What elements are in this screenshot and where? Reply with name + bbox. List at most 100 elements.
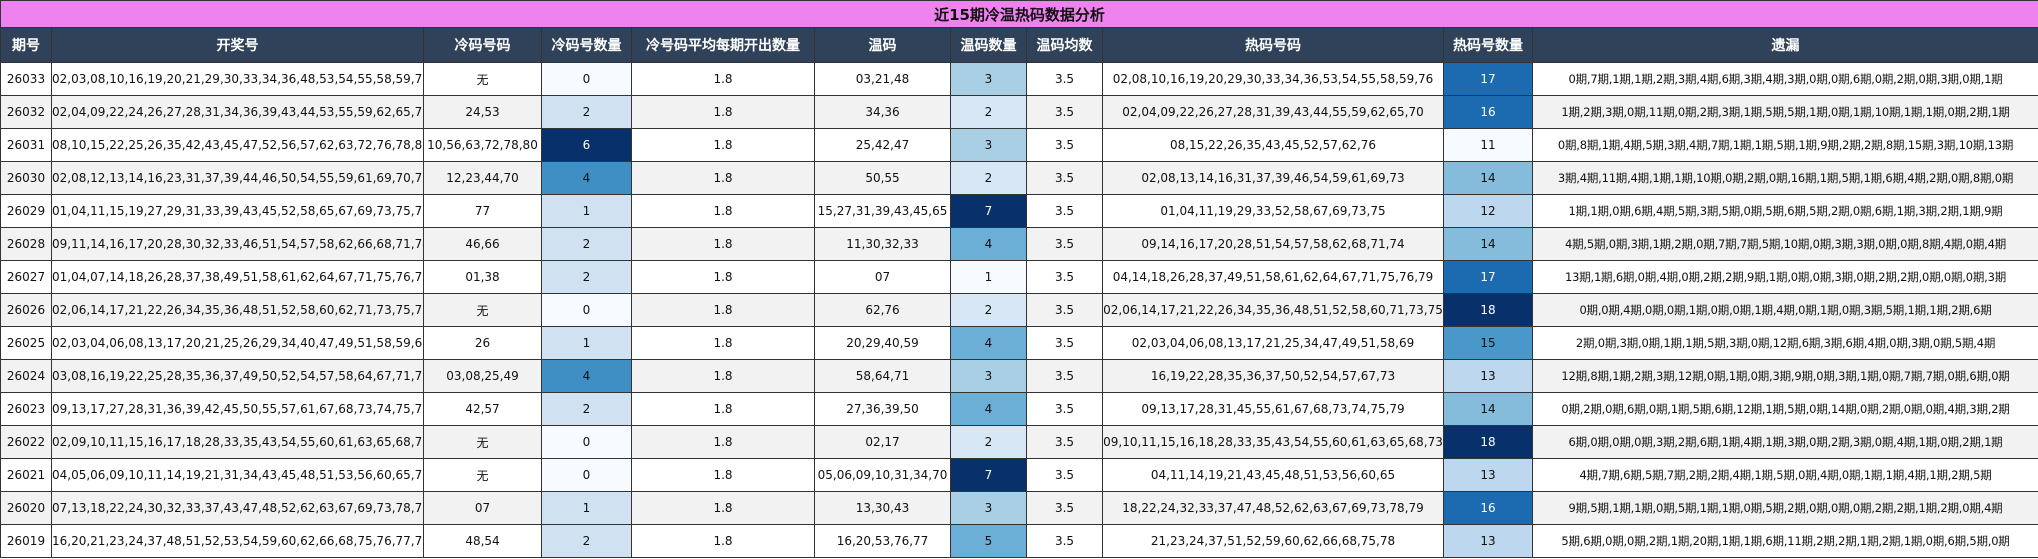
hot-count-cell: 13 bbox=[1443, 458, 1533, 492]
draw-cell: 01,04,11,15,19,27,29,31,33,39,43,45,52,5… bbox=[51, 194, 424, 228]
missing-cell: 0期,7期,1期,1期,2期,3期,4期,6期,3期,4期,3期,0期,0期,6… bbox=[1531, 62, 2038, 96]
cold-cell: 24,53 bbox=[423, 95, 542, 129]
missing-cell: 2期,0期,3期,0期,1期,1期,5期,3期,0期,12期,6期,3期,6期,… bbox=[1531, 326, 2038, 360]
header-hot-numbers: 热码号码 bbox=[1102, 27, 1444, 63]
cold-avg-cell: 1.8 bbox=[631, 194, 815, 228]
warm-avg-cell: 3.5 bbox=[1026, 293, 1103, 327]
warm-cell: 02,17 bbox=[814, 425, 951, 459]
hot-cell: 02,08,13,14,16,31,37,39,46,54,59,61,69,7… bbox=[1102, 161, 1444, 195]
table-row: 26019 16,20,21,23,24,37,48,51,52,53,54,59… bbox=[0, 524, 2038, 558]
issue-cell: 26028 bbox=[0, 227, 52, 261]
cold-avg-cell: 1.8 bbox=[631, 458, 815, 492]
missing-cell: 4期,5期,0期,3期,1期,2期,0期,7期,7期,5期,10期,0期,3期,… bbox=[1531, 227, 2038, 261]
warm-avg-cell: 3.5 bbox=[1026, 260, 1103, 294]
warm-cell: 50,55 bbox=[814, 161, 951, 195]
cold-count-cell: 2 bbox=[541, 524, 632, 558]
warm-count-cell: 3 bbox=[950, 62, 1027, 96]
draw-cell: 08,10,15,22,25,26,35,42,43,45,47,52,56,5… bbox=[51, 128, 424, 162]
table-row: 26031 08,10,15,22,25,26,35,42,43,45,47,52… bbox=[0, 128, 2038, 162]
issue-cell: 26031 bbox=[0, 128, 52, 162]
missing-cell: 1期,2期,3期,0期,11期,0期,2期,3期,1期,5期,5期,1期,0期,… bbox=[1531, 95, 2038, 129]
hot-count-cell: 15 bbox=[1443, 326, 1533, 360]
warm-count-cell: 4 bbox=[950, 227, 1027, 261]
cold-avg-cell: 1.8 bbox=[631, 491, 815, 525]
header-hot-count: 热码号数量 bbox=[1443, 27, 1533, 63]
cold-cell: 无 bbox=[423, 425, 542, 459]
cold-count-cell: 1 bbox=[541, 194, 632, 228]
hot-cell: 09,10,11,15,16,18,28,33,35,43,54,55,60,6… bbox=[1102, 425, 1444, 459]
table-row: 26032 02,04,09,22,24,26,27,28,31,34,36,39… bbox=[0, 95, 2038, 129]
draw-cell: 02,06,14,17,21,22,26,34,35,36,48,51,52,5… bbox=[51, 293, 424, 327]
table-row: 26033 02,03,08,10,16,19,20,21,29,30,33,34… bbox=[0, 62, 2038, 96]
hot-count-cell: 14 bbox=[1443, 392, 1533, 426]
warm-avg-cell: 3.5 bbox=[1026, 227, 1103, 261]
draw-cell: 03,08,16,19,22,25,28,35,36,37,49,50,52,5… bbox=[51, 359, 424, 393]
warm-cell: 25,42,47 bbox=[814, 128, 951, 162]
header-warm-count: 温码数量 bbox=[950, 27, 1027, 63]
header-cold-average: 冷号码平均每期开出数量 bbox=[631, 27, 815, 63]
cold-avg-cell: 1.8 bbox=[631, 161, 815, 195]
cold-count-cell: 6 bbox=[541, 128, 632, 162]
table-row: 26024 03,08,16,19,22,25,28,35,36,37,49,50… bbox=[0, 359, 2038, 393]
draw-cell: 02,03,08,10,16,19,20,21,29,30,33,34,36,4… bbox=[51, 62, 424, 96]
hot-count-cell: 12 bbox=[1443, 194, 1533, 228]
draw-cell: 02,08,12,13,14,16,23,31,37,39,44,46,50,5… bbox=[51, 161, 424, 195]
hot-count-cell: 11 bbox=[1443, 128, 1533, 162]
hot-cell: 09,13,17,28,31,45,55,61,67,68,73,74,75,7… bbox=[1102, 392, 1444, 426]
hot-count-cell: 14 bbox=[1443, 227, 1533, 261]
warm-cell: 62,76 bbox=[814, 293, 951, 327]
issue-cell: 26020 bbox=[0, 491, 52, 525]
warm-count-cell: 7 bbox=[950, 458, 1027, 492]
cold-count-cell: 2 bbox=[541, 227, 632, 261]
header-cold-numbers: 冷码号码 bbox=[423, 27, 542, 63]
issue-cell: 26022 bbox=[0, 425, 52, 459]
warm-avg-cell: 3.5 bbox=[1026, 194, 1103, 228]
table-row: 26022 02,09,10,11,15,16,17,18,28,33,35,43… bbox=[0, 425, 2038, 459]
warm-avg-cell: 3.5 bbox=[1026, 326, 1103, 360]
cold-cell: 42,57 bbox=[423, 392, 542, 426]
cold-count-cell: 4 bbox=[541, 359, 632, 393]
issue-cell: 26023 bbox=[0, 392, 52, 426]
draw-cell: 16,20,21,23,24,37,48,51,52,53,54,59,60,6… bbox=[51, 524, 424, 558]
hot-count-cell: 17 bbox=[1443, 260, 1533, 294]
warm-count-cell: 3 bbox=[950, 128, 1027, 162]
cold-avg-cell: 1.8 bbox=[631, 293, 815, 327]
warm-count-cell: 2 bbox=[950, 161, 1027, 195]
issue-cell: 26019 bbox=[0, 524, 52, 558]
issue-cell: 26033 bbox=[0, 62, 52, 96]
warm-count-cell: 2 bbox=[950, 95, 1027, 129]
cold-cell: 26 bbox=[423, 326, 542, 360]
missing-cell: 0期,8期,1期,4期,5期,3期,4期,7期,1期,1期,5期,1期,9期,2… bbox=[1531, 128, 2038, 162]
hot-cell: 04,11,14,19,21,43,45,48,51,53,56,60,65 bbox=[1102, 458, 1444, 492]
draw-cell: 01,04,07,14,18,26,28,37,38,49,51,58,61,6… bbox=[51, 260, 424, 294]
cold-avg-cell: 1.8 bbox=[631, 260, 815, 294]
warm-count-cell: 5 bbox=[950, 524, 1027, 558]
table-row: 26021 04,05,06,09,10,11,14,19,21,31,34,43… bbox=[0, 458, 2038, 492]
warm-avg-cell: 3.5 bbox=[1026, 491, 1103, 525]
warm-avg-cell: 3.5 bbox=[1026, 425, 1103, 459]
draw-cell: 02,04,09,22,24,26,27,28,31,34,36,39,43,4… bbox=[51, 95, 424, 129]
warm-avg-cell: 3.5 bbox=[1026, 359, 1103, 393]
table-row: 26027 01,04,07,14,18,26,28,37,38,49,51,58… bbox=[0, 260, 2038, 294]
draw-cell: 02,03,04,06,08,13,17,20,21,25,26,29,34,4… bbox=[51, 326, 424, 360]
table-row: 26026 02,06,14,17,21,22,26,34,35,36,48,51… bbox=[0, 293, 2038, 327]
header-warm-numbers: 温码 bbox=[814, 27, 951, 63]
warm-cell: 05,06,09,10,31,34,70 bbox=[814, 458, 951, 492]
cold-avg-cell: 1.8 bbox=[631, 95, 815, 129]
warm-cell: 20,29,40,59 bbox=[814, 326, 951, 360]
draw-cell: 09,13,17,27,28,31,36,39,42,45,50,55,57,6… bbox=[51, 392, 424, 426]
hot-cell: 02,03,04,06,08,13,17,21,25,34,47,49,51,5… bbox=[1102, 326, 1444, 360]
table-row: 26020 07,13,18,22,24,30,32,33,37,43,47,48… bbox=[0, 491, 2038, 525]
missing-cell: 1期,1期,0期,6期,4期,5期,3期,5期,0期,5期,6期,5期,2期,0… bbox=[1531, 194, 2038, 228]
issue-cell: 26029 bbox=[0, 194, 52, 228]
warm-avg-cell: 3.5 bbox=[1026, 95, 1103, 129]
warm-avg-cell: 3.5 bbox=[1026, 524, 1103, 558]
hot-count-cell: 18 bbox=[1443, 425, 1533, 459]
warm-count-cell: 1 bbox=[950, 260, 1027, 294]
hot-count-cell: 16 bbox=[1443, 95, 1533, 129]
cold-cell: 无 bbox=[423, 62, 542, 96]
hot-count-cell: 18 bbox=[1443, 293, 1533, 327]
cold-avg-cell: 1.8 bbox=[631, 524, 815, 558]
table-row: 26025 02,03,04,06,08,13,17,20,21,25,26,29… bbox=[0, 326, 2038, 360]
cold-count-cell: 0 bbox=[541, 62, 632, 96]
